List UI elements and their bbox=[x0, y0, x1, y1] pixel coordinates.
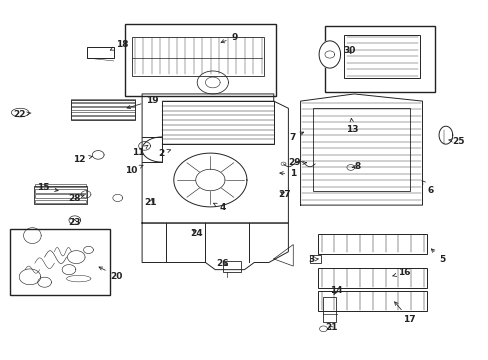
Bar bbox=[317, 291, 427, 311]
Text: 4: 4 bbox=[213, 203, 225, 212]
Bar bbox=[71, 103, 135, 106]
Text: 9: 9 bbox=[221, 33, 238, 43]
Text: 27: 27 bbox=[278, 190, 290, 199]
Polygon shape bbox=[142, 94, 288, 223]
Bar bbox=[71, 107, 135, 111]
Text: 20: 20 bbox=[99, 267, 122, 280]
Text: 13: 13 bbox=[346, 118, 358, 134]
Polygon shape bbox=[300, 94, 422, 205]
Text: 29: 29 bbox=[287, 158, 305, 167]
Text: 17: 17 bbox=[394, 302, 415, 324]
Text: 12: 12 bbox=[73, 155, 92, 164]
Text: 22: 22 bbox=[13, 110, 31, 119]
Text: 16: 16 bbox=[392, 268, 410, 277]
Text: 5: 5 bbox=[430, 249, 444, 264]
Text: 25: 25 bbox=[448, 137, 464, 146]
Bar bbox=[132, 37, 264, 76]
Bar bbox=[125, 24, 276, 96]
Text: 24: 24 bbox=[190, 229, 203, 238]
Bar bbox=[71, 99, 135, 102]
Bar bbox=[317, 268, 427, 288]
Polygon shape bbox=[273, 244, 293, 266]
Text: 15: 15 bbox=[37, 183, 58, 192]
Bar bbox=[71, 112, 135, 115]
Bar bbox=[35, 184, 86, 187]
Bar bbox=[35, 200, 86, 203]
Bar bbox=[317, 234, 427, 253]
Text: 1: 1 bbox=[279, 170, 296, 179]
Text: 30: 30 bbox=[343, 46, 355, 55]
Text: 11: 11 bbox=[132, 145, 147, 157]
Text: 21: 21 bbox=[325, 323, 337, 332]
Bar bbox=[344, 35, 419, 78]
Bar bbox=[87, 46, 114, 58]
Bar bbox=[71, 116, 135, 119]
Text: 26: 26 bbox=[216, 259, 228, 268]
Bar bbox=[310, 255, 321, 263]
Text: 19: 19 bbox=[127, 96, 159, 109]
Text: 7: 7 bbox=[288, 132, 303, 142]
Text: 23: 23 bbox=[68, 218, 81, 227]
Bar bbox=[161, 101, 273, 144]
Bar bbox=[222, 261, 241, 272]
Text: 3: 3 bbox=[308, 255, 318, 264]
Text: 18: 18 bbox=[110, 40, 128, 50]
Bar bbox=[323, 297, 335, 321]
Bar bbox=[10, 229, 110, 296]
Text: 6: 6 bbox=[421, 181, 433, 195]
Bar bbox=[34, 186, 86, 204]
Bar bbox=[35, 194, 86, 198]
Polygon shape bbox=[438, 126, 452, 144]
Text: 14: 14 bbox=[329, 286, 342, 295]
Text: 10: 10 bbox=[125, 165, 142, 175]
Polygon shape bbox=[319, 41, 340, 68]
Bar bbox=[312, 108, 409, 191]
Text: 8: 8 bbox=[351, 162, 361, 171]
Text: 21: 21 bbox=[144, 198, 157, 207]
Bar bbox=[71, 100, 135, 120]
Bar bbox=[325, 26, 434, 92]
Text: 28: 28 bbox=[68, 194, 84, 203]
Bar bbox=[35, 189, 86, 193]
Polygon shape bbox=[142, 223, 288, 270]
Text: 2: 2 bbox=[158, 149, 170, 158]
